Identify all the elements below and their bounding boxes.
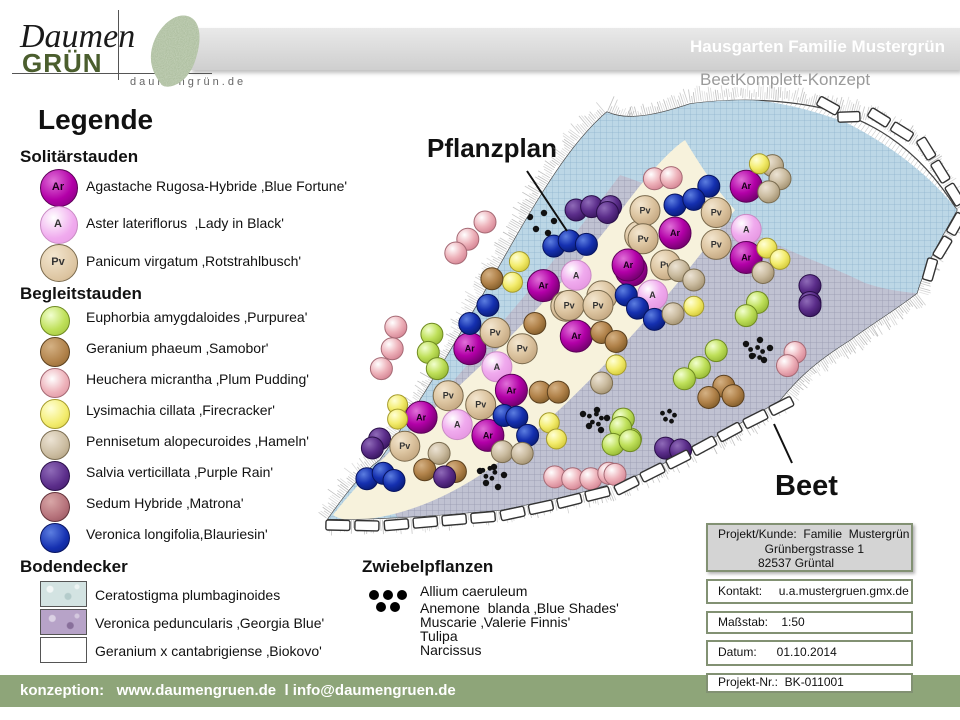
svg-text:Ar: Ar [741, 181, 751, 191]
svg-text:Ar: Ar [670, 228, 680, 238]
svg-text:Pv: Pv [490, 328, 501, 338]
svg-text:A: A [454, 420, 461, 430]
svg-text:A: A [649, 290, 656, 300]
svg-text:A: A [573, 270, 580, 280]
svg-text:Pv: Pv [443, 391, 454, 401]
svg-text:A: A [743, 224, 750, 234]
svg-text:Ar: Ar [483, 430, 493, 440]
svg-text:Ar: Ar [571, 331, 581, 341]
svg-text:Pv: Pv [517, 344, 528, 354]
svg-text:Ar: Ar [623, 260, 633, 270]
svg-text:Pv: Pv [711, 239, 722, 249]
svg-text:Ar: Ar [416, 412, 426, 422]
svg-text:Pv: Pv [638, 234, 649, 244]
svg-text:Ar: Ar [506, 385, 516, 395]
svg-text:Pv: Pv [475, 400, 486, 410]
svg-text:Ar: Ar [741, 253, 751, 263]
svg-text:Ar: Ar [538, 281, 548, 291]
svg-text:Pv: Pv [592, 300, 603, 310]
svg-text:Ar: Ar [465, 344, 475, 354]
svg-text:Pv: Pv [639, 206, 650, 216]
svg-text:Pv: Pv [564, 300, 575, 310]
svg-text:Pv: Pv [711, 208, 722, 218]
svg-text:A: A [494, 362, 501, 372]
svg-text:Pv: Pv [399, 441, 410, 451]
